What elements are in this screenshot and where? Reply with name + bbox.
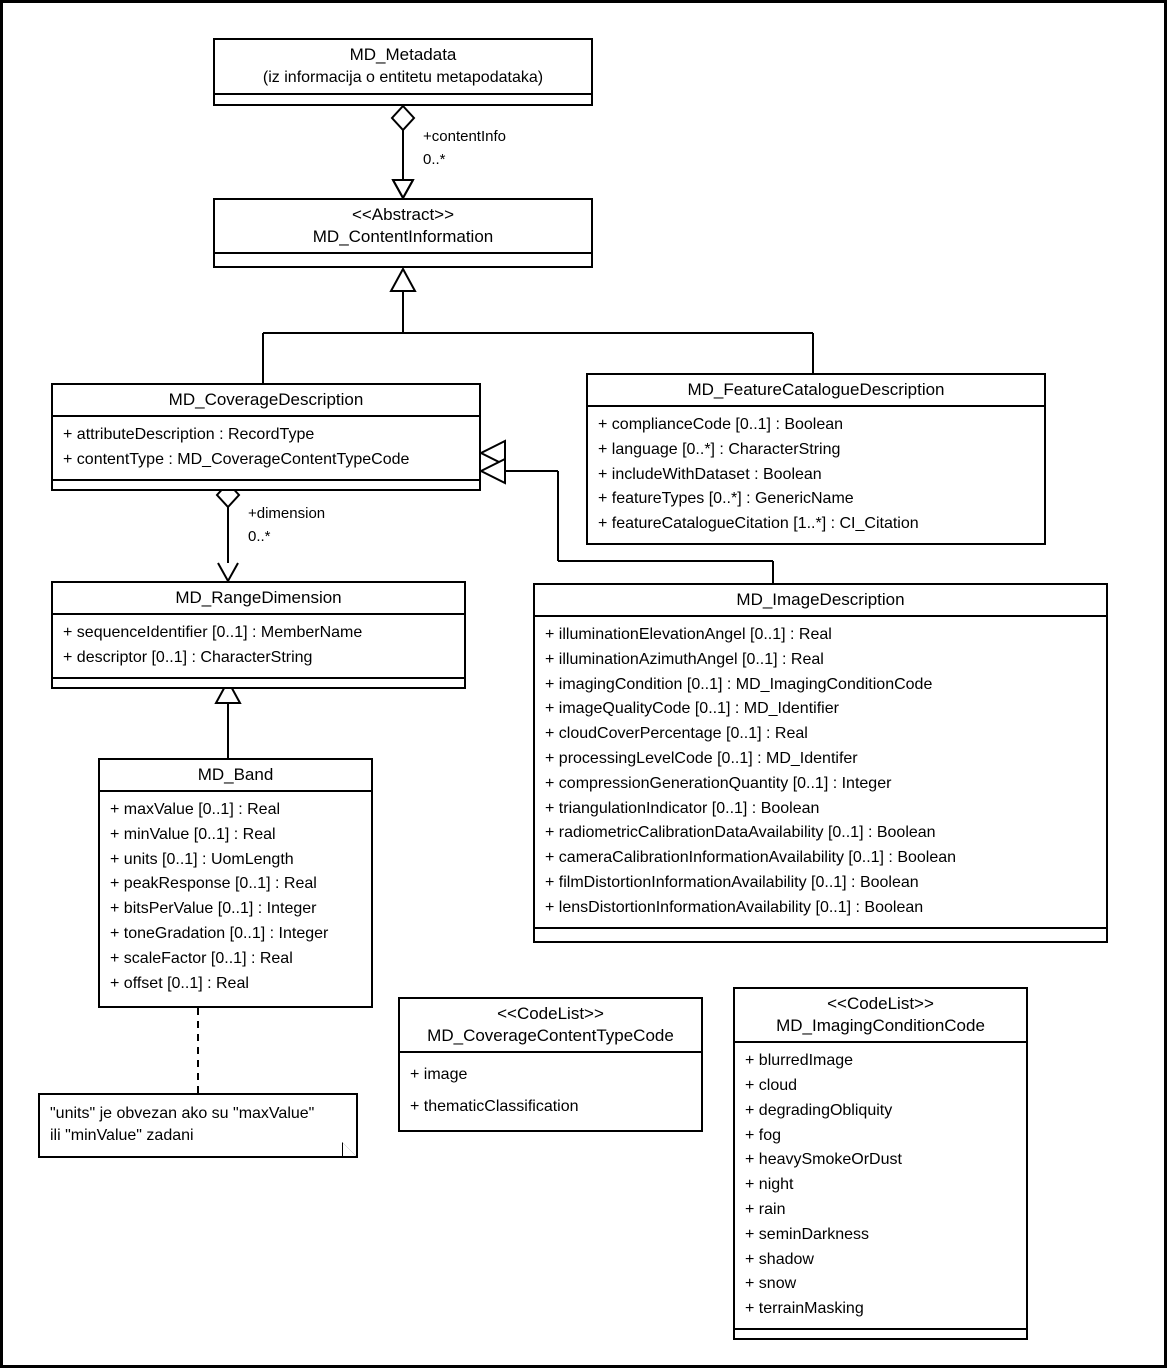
attribute: + units [0..1] : UomLength [110,848,361,873]
edge-contentinfo-generalization [263,269,813,383]
edge-metadata-contentinfo [392,106,414,198]
class-title: MD_ImagingConditionCode [743,1015,1018,1037]
class-title: MD_ImageDescription [543,589,1098,611]
attribute: + scaleFactor [0..1] : Real [110,947,361,972]
attributes: + image+ thematicClassification [400,1053,701,1129]
attribute: + heavySmokeOrDust [745,1148,1016,1173]
attribute: + seminDarkness [745,1223,1016,1248]
attribute: + maxValue [0..1] : Real [110,798,361,823]
attribute: + terrainMasking [745,1297,1016,1322]
edge-coverage-rangedim [217,483,239,581]
constraint-note: "units" je obvezan ako su "maxValue" ili… [38,1093,358,1158]
class-md-metadata: MD_Metadata (iz informacija o entitetu m… [213,38,593,106]
attribute: + contentType : MD_CoverageContentTypeCo… [63,448,469,473]
attribute: + imagingCondition [0..1] : MD_ImagingCo… [545,673,1096,698]
attribute: + shadow [745,1248,1016,1273]
attribute: + imageQualityCode [0..1] : MD_Identifie… [545,697,1096,722]
attribute: + includeWithDataset : Boolean [598,463,1034,488]
attribute: + lensDistortionInformationAvailability … [545,896,1096,921]
attribute: + toneGradation [0..1] : Integer [110,922,361,947]
class-title: MD_CoverageDescription [61,389,471,411]
attribute: + filmDistortionInformationAvailability … [545,871,1096,896]
class-md-featurecataloguedescription: MD_FeatureCatalogueDescription + complia… [586,373,1046,545]
attribute: + cameraCalibrationInformationAvailabili… [545,846,1096,871]
attribute: + compressionGenerationQuantity [0..1] :… [545,772,1096,797]
attribute: + processingLevelCode [0..1] : MD_Identi… [545,747,1096,772]
class-title: MD_RangeDimension [61,587,456,609]
attribute: + attributeDescription : RecordType [63,423,469,448]
attribute: + sequenceIdentifier [0..1] : MemberName [63,621,454,646]
label-contentinfo-mult: 0..* [423,151,446,168]
attribute: + language [0..*] : CharacterString [598,438,1034,463]
attribute: + degradingObliquity [745,1099,1016,1124]
attribute: + blurredImage [745,1049,1016,1074]
attribute: + illuminationAzimuthAngel [0..1] : Real [545,648,1096,673]
class-subtitle: (iz informacija o entitetu metapodataka) [263,69,543,86]
class-stereotype: <<Abstract>> [223,204,583,226]
attributes: + complianceCode [0..1] : Boolean+ langu… [588,407,1044,543]
uml-diagram: +contentInfo 0..* +dimension 0..* MD_Met… [0,0,1167,1368]
attribute: + featureTypes [0..*] : GenericName [598,487,1034,512]
class-md-contentinformation: <<Abstract>> MD_ContentInformation [213,198,593,268]
note-line: "units" je obvezan ako su "maxValue" [50,1103,346,1125]
attribute: + snow [745,1272,1016,1297]
label-dimension-mult: 0..* [248,528,271,545]
empty-compartment [735,1328,1026,1338]
attribute: + featureCatalogueCitation [1..*] : CI_C… [598,512,1034,537]
empty-compartment [53,479,479,489]
attribute: + minValue [0..1] : Real [110,823,361,848]
class-title: MD_ContentInformation [223,226,583,248]
attribute: + radiometricCalibrationDataAvailability… [545,821,1096,846]
class-title: MD_FeatureCatalogueDescription [596,379,1036,401]
class-stereotype: <<CodeList>> [408,1003,693,1025]
class-title: MD_CoverageContentTypeCode [408,1025,693,1047]
attributes: + illuminationElevationAngel [0..1] : Re… [535,617,1106,927]
codelist-md-imagingconditioncode: <<CodeList>> MD_ImagingConditionCode + b… [733,987,1028,1340]
attribute: + thematicClassification [410,1091,691,1123]
codelist-md-coveragecontenttypecode: <<CodeList>> MD_CoverageContentTypeCode … [398,997,703,1132]
attribute: + offset [0..1] : Real [110,972,361,997]
attribute: + fog [745,1124,1016,1149]
label-dimension-role: +dimension [248,505,325,522]
label-contentinfo-role: +contentInfo [423,128,506,145]
attributes: + maxValue [0..1] : Real+ minValue [0..1… [100,792,371,1002]
class-md-imagedescription: MD_ImageDescription + illuminationElevat… [533,583,1108,943]
class-md-coveragedescription: MD_CoverageDescription + attributeDescri… [51,383,481,491]
attribute: + bitsPerValue [0..1] : Integer [110,897,361,922]
attribute: + illuminationElevationAngel [0..1] : Re… [545,623,1096,648]
empty-compartment [535,927,1106,937]
attributes: + sequenceIdentifier [0..1] : MemberName… [53,615,464,677]
attributes: + blurredImage+ cloud+ degradingObliquit… [735,1043,1026,1328]
class-stereotype: <<CodeList>> [743,993,1018,1015]
attribute: + cloud [745,1074,1016,1099]
attributes: + attributeDescription : RecordType+ con… [53,417,479,479]
empty-compartment [215,254,591,264]
class-md-band: MD_Band + maxValue [0..1] : Real+ minVal… [98,758,373,1008]
class-title: MD_Band [108,764,363,786]
attribute: + triangulationIndicator [0..1] : Boolea… [545,797,1096,822]
class-title: MD_Metadata [223,44,583,66]
attribute: + rain [745,1198,1016,1223]
attribute: + peakResponse [0..1] : Real [110,872,361,897]
attribute: + image [410,1059,691,1091]
empty-compartment [53,677,464,687]
attribute: + cloudCoverPercentage [0..1] : Real [545,722,1096,747]
attribute: + complianceCode [0..1] : Boolean [598,413,1034,438]
note-line: ili "minValue" zadani [50,1125,346,1147]
class-md-rangedimension: MD_RangeDimension + sequenceIdentifier [… [51,581,466,689]
attribute: + descriptor [0..1] : CharacterString [63,646,454,671]
edge-rangedim-band [216,681,240,758]
attribute: + night [745,1173,1016,1198]
